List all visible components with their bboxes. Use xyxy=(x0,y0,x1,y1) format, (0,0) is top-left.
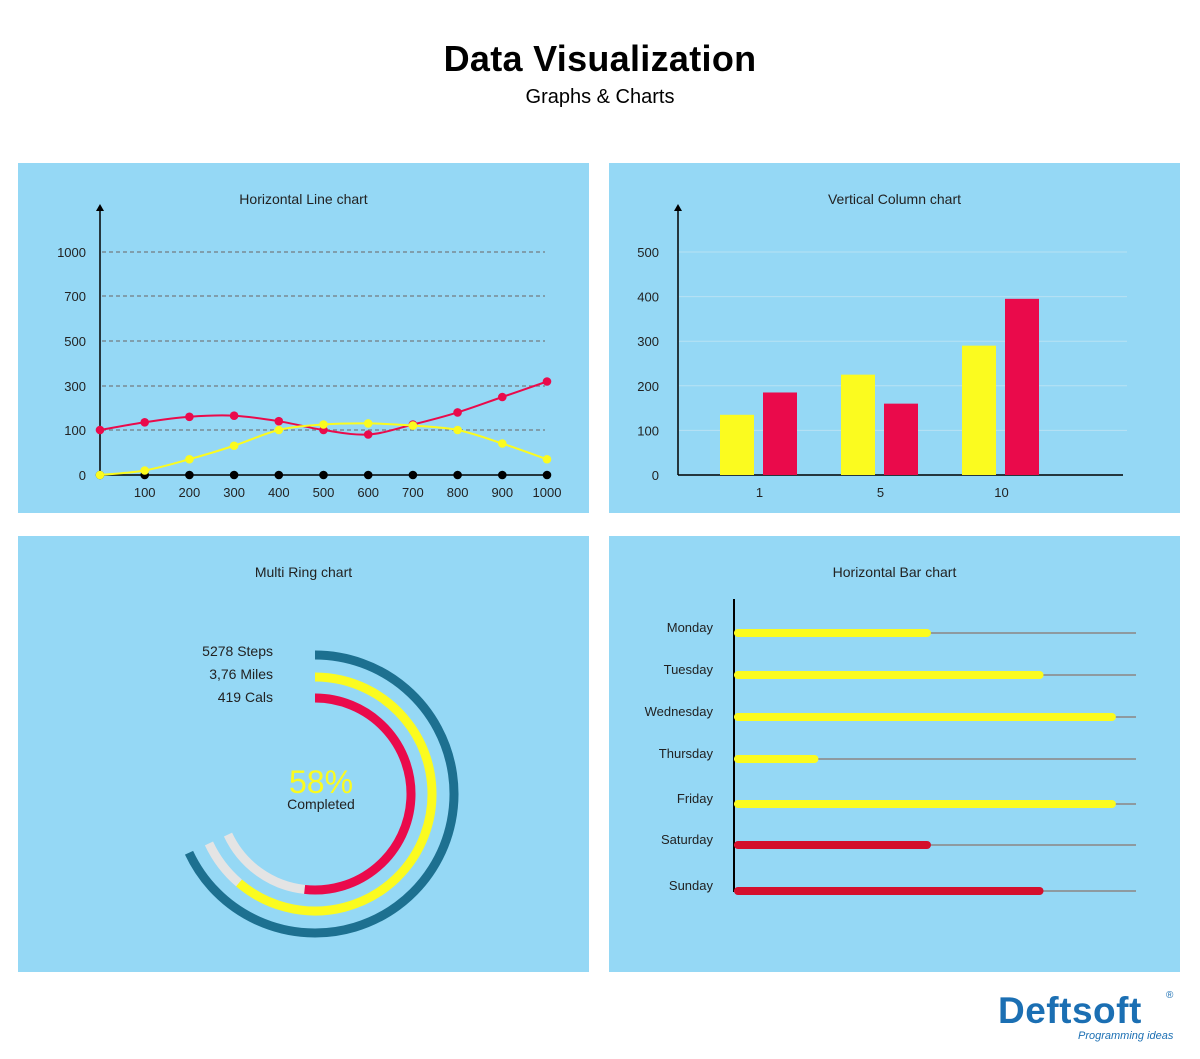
ring-chart: 5278 Steps 3,76 Miles 419 Cals 58%Completed xyxy=(184,643,459,938)
ring-label: 3,76 Miles xyxy=(209,666,273,682)
yellow-series-point xyxy=(453,425,462,435)
x-tick-dot xyxy=(363,470,373,480)
miles-ring-track xyxy=(204,841,243,887)
registered-mark: ® xyxy=(1166,990,1174,1001)
bar-label: Tuesday xyxy=(664,662,714,677)
y-tick-label: 300 xyxy=(637,334,659,349)
logo-wordmark: Deftsoft xyxy=(998,990,1142,1031)
red-series-point xyxy=(498,392,507,402)
hbar-chart-title: Horizontal Bar chart xyxy=(832,564,957,580)
x-tick-label: 400 xyxy=(268,485,290,500)
yellow-series-point xyxy=(185,454,194,464)
line-chart-title: Horizontal Line chart xyxy=(239,191,368,207)
x-tick-dot xyxy=(274,470,284,480)
red-series-point xyxy=(140,418,149,427)
cals-ring xyxy=(304,693,416,895)
yellow-series-point xyxy=(363,419,373,428)
column-chart-panel: Vertical Column chart 0 100 200 300 400 500 1 5… xyxy=(609,163,1180,513)
bar-label: Friday xyxy=(677,791,714,806)
ring-label: 419 Cals xyxy=(218,689,273,705)
red-series-point xyxy=(453,408,462,417)
y-tick-label: 0 xyxy=(652,468,659,483)
y-tick-label: 200 xyxy=(637,379,659,394)
miles-ring xyxy=(236,672,437,916)
yellow-column xyxy=(962,345,996,475)
yellow-series-point xyxy=(498,439,507,448)
column-chart: 0 100 200 300 400 500 1 5 10 xyxy=(637,204,1127,500)
x-tick-label: 10 xyxy=(994,485,1008,500)
x-tick-dot xyxy=(408,470,418,480)
x-tick-label: 700 xyxy=(402,485,424,500)
line-chart: 0 100 300 500 700 1000 100 200 300 400 500 600 700 80… xyxy=(57,204,562,500)
red-series-point xyxy=(229,411,239,420)
ring-label: 5278 Steps xyxy=(202,643,273,659)
x-tick-dot xyxy=(453,470,462,480)
ring-chart-panel: Multi Ring chart 5278 Steps 3,76 Miles 419… xyxy=(18,536,589,972)
page-title: Data Visualization xyxy=(443,38,757,79)
bar-label: Sunday xyxy=(669,878,714,893)
yellow-series-point xyxy=(95,470,105,480)
page-subtitle: Graphs & Charts xyxy=(525,86,675,108)
y-tick-label: 700 xyxy=(64,289,86,304)
red-series-point xyxy=(542,377,552,386)
red-column xyxy=(1005,298,1039,475)
logo-tagline: Programming ideas xyxy=(1078,1030,1174,1042)
red-series-point xyxy=(185,412,194,422)
completed-label: Completed xyxy=(287,796,355,812)
x-tick-label: 500 xyxy=(313,485,335,500)
x-tick-label: 900 xyxy=(491,485,513,500)
y-tick-label: 300 xyxy=(64,379,86,394)
hbar-chart-panel: Horizontal Bar chart Monday Tuesday Wednes… xyxy=(609,536,1180,972)
bar-label: Thursday xyxy=(659,746,714,761)
bar-label: Monday xyxy=(667,620,714,635)
y-axis-arrow xyxy=(674,204,682,211)
hbar-chart: Monday Tuesday Wednesday Thursday Friday Satu… xyxy=(645,599,1136,895)
x-tick-dot xyxy=(229,470,239,480)
column-chart-title: Vertical Column chart xyxy=(827,191,962,207)
y-tick-label: 100 xyxy=(64,423,86,438)
yellow-series-point xyxy=(229,441,239,451)
x-tick-label: 1 xyxy=(756,485,763,500)
x-tick-label: 200 xyxy=(179,485,201,500)
x-tick-dot xyxy=(542,470,552,480)
x-tick-label: 100 xyxy=(134,485,156,500)
deftsoft-logo: Deftsoft ® Programming ideas xyxy=(998,990,1178,1050)
line-chart-panel: Horizontal Line chart 0 100 300 500 700 1000 1… xyxy=(18,163,589,513)
bar-label: Saturday xyxy=(661,832,714,847)
red-series-point xyxy=(95,425,105,435)
y-tick-label: 500 xyxy=(637,245,659,260)
steps-ring xyxy=(184,650,459,938)
y-axis-arrow xyxy=(96,204,104,211)
red-series-point xyxy=(274,416,284,426)
red-column xyxy=(884,403,918,475)
y-tick-label: 100 xyxy=(637,423,659,438)
x-tick-label: 5 xyxy=(877,485,884,500)
red-column xyxy=(763,392,797,475)
yellow-series-point xyxy=(542,454,552,464)
completed-percent: 58% xyxy=(289,764,353,800)
ring-chart-title: Multi Ring chart xyxy=(254,564,353,580)
yellow-column xyxy=(841,374,875,475)
yellow-series-point xyxy=(140,466,149,475)
x-tick-dot xyxy=(319,470,328,480)
x-tick-label: 600 xyxy=(357,485,379,500)
yellow-series-point xyxy=(274,425,284,435)
yellow-series-point xyxy=(408,421,418,430)
y-tick-label: 400 xyxy=(637,290,659,305)
x-tick-label: 1000 xyxy=(533,485,562,500)
red-series-point xyxy=(363,430,373,439)
y-tick-label: 0 xyxy=(79,468,86,483)
x-tick-dot xyxy=(185,470,194,480)
y-tick-label: 500 xyxy=(64,334,86,349)
y-tick-label: 1000 xyxy=(57,245,86,260)
bar-label: Wednesday xyxy=(645,704,714,719)
cals-ring-track xyxy=(223,832,306,894)
x-tick-label: 800 xyxy=(447,485,469,500)
yellow-column xyxy=(720,414,754,475)
x-tick-dot xyxy=(498,470,507,480)
x-tick-label: 300 xyxy=(223,485,245,500)
yellow-series-point xyxy=(319,420,328,429)
